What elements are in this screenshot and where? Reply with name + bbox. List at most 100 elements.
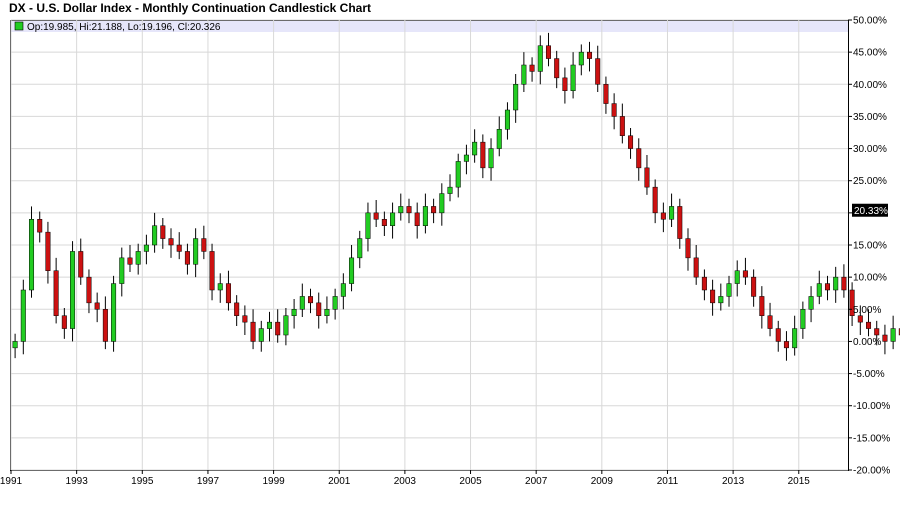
candle-body-down xyxy=(857,315,863,323)
candle xyxy=(874,320,880,346)
candle xyxy=(480,134,486,179)
candle-body-down xyxy=(242,315,248,323)
candle-body-down xyxy=(275,321,281,336)
candle xyxy=(53,257,59,324)
candle xyxy=(258,320,264,352)
candle-body-up xyxy=(726,283,732,297)
candle xyxy=(529,57,535,82)
x-tick-label: 1997 xyxy=(197,476,220,487)
candle xyxy=(562,67,568,104)
candle-body-up xyxy=(332,296,338,310)
candle xyxy=(619,103,625,144)
candle xyxy=(324,296,330,324)
candle-body-up xyxy=(792,328,798,349)
candle-body-down xyxy=(742,270,748,278)
candle-body-up xyxy=(422,206,428,226)
candle-body-up xyxy=(578,51,584,66)
candle xyxy=(94,292,100,323)
candle xyxy=(710,279,716,316)
candle xyxy=(463,144,469,175)
candle xyxy=(193,228,199,278)
candle xyxy=(340,273,346,310)
candle xyxy=(406,198,412,224)
candle xyxy=(545,32,551,67)
candle-body-up xyxy=(20,289,26,342)
candle-body-up xyxy=(718,296,724,304)
candle xyxy=(127,245,133,272)
candle xyxy=(349,245,355,292)
candle-body-down xyxy=(545,45,551,59)
candle-body-up xyxy=(890,328,896,342)
candle-body-down xyxy=(660,212,666,220)
candle xyxy=(587,41,593,72)
candle xyxy=(225,270,231,311)
candle-body-down xyxy=(701,276,707,291)
y-tick-label: 25.00% xyxy=(853,176,887,187)
candle-body-down xyxy=(644,167,650,188)
candle-body-down xyxy=(751,276,757,297)
candle xyxy=(792,315,798,356)
legend-swatch xyxy=(14,21,24,31)
candle xyxy=(332,288,338,320)
candle-body-down xyxy=(127,257,133,265)
candle xyxy=(201,225,207,260)
candle xyxy=(135,243,141,275)
y-tick-label: -15.00% xyxy=(853,433,890,444)
candle xyxy=(217,273,223,303)
candle xyxy=(176,232,182,260)
x-tick-label: 1999 xyxy=(262,476,285,487)
candle-body-down xyxy=(587,51,593,59)
candle-body-up xyxy=(299,296,305,310)
candle xyxy=(291,299,297,329)
candle-body-down xyxy=(308,296,314,304)
candle-body-down xyxy=(45,231,51,271)
candle xyxy=(398,193,404,221)
candle-body-down xyxy=(849,289,855,316)
candle xyxy=(816,270,822,305)
candle-body-down xyxy=(759,296,765,316)
candle-body-down xyxy=(677,206,683,239)
candle-body-up xyxy=(463,154,469,162)
x-tick-label: 2003 xyxy=(394,476,417,487)
y-tick-label: 15.00% xyxy=(853,241,887,252)
y-tick-label: -5.00% xyxy=(853,369,885,380)
candle-body-down xyxy=(201,238,207,252)
candle xyxy=(824,275,830,301)
y-tick-label: 0.00% xyxy=(853,337,881,348)
candle-body-down xyxy=(619,116,625,136)
candle-body-up xyxy=(439,193,445,214)
candle xyxy=(849,282,855,326)
candle xyxy=(152,212,158,253)
x-tick-label: 1991 xyxy=(0,476,23,487)
candle-body-down xyxy=(693,257,699,278)
candle xyxy=(422,193,428,234)
candle xyxy=(209,243,215,301)
candle-body-up xyxy=(324,309,330,316)
legend-text: Op:19.985, Hi:21.188, Lo:19.196, Cl:20.3… xyxy=(27,22,221,33)
candle-body-up xyxy=(70,251,76,329)
candle xyxy=(45,221,51,284)
candle-body-up xyxy=(291,309,297,316)
y-tick-label: 50.00% xyxy=(853,16,887,27)
candle-body-up xyxy=(447,186,453,194)
candle xyxy=(701,269,707,301)
candle xyxy=(636,138,642,181)
candle xyxy=(242,305,248,335)
y-tick-label: 30.00% xyxy=(853,144,887,155)
candle xyxy=(890,315,896,350)
x-tick-label: 2009 xyxy=(591,476,614,487)
candle xyxy=(578,44,584,76)
candle xyxy=(160,218,166,249)
candle xyxy=(775,320,781,352)
candle-body-up xyxy=(143,244,149,252)
candle-body-up xyxy=(152,225,158,246)
candle xyxy=(12,333,18,359)
candle-body-up xyxy=(111,283,117,342)
candle-body-down xyxy=(176,244,182,252)
candle xyxy=(455,153,461,198)
candle-body-down xyxy=(168,238,174,246)
candle-body-down xyxy=(554,58,560,79)
candle xyxy=(570,52,576,99)
y-axis-ticks: 50.00%45.00%40.00%35.00%30.00%25.00%20.0… xyxy=(848,16,890,477)
